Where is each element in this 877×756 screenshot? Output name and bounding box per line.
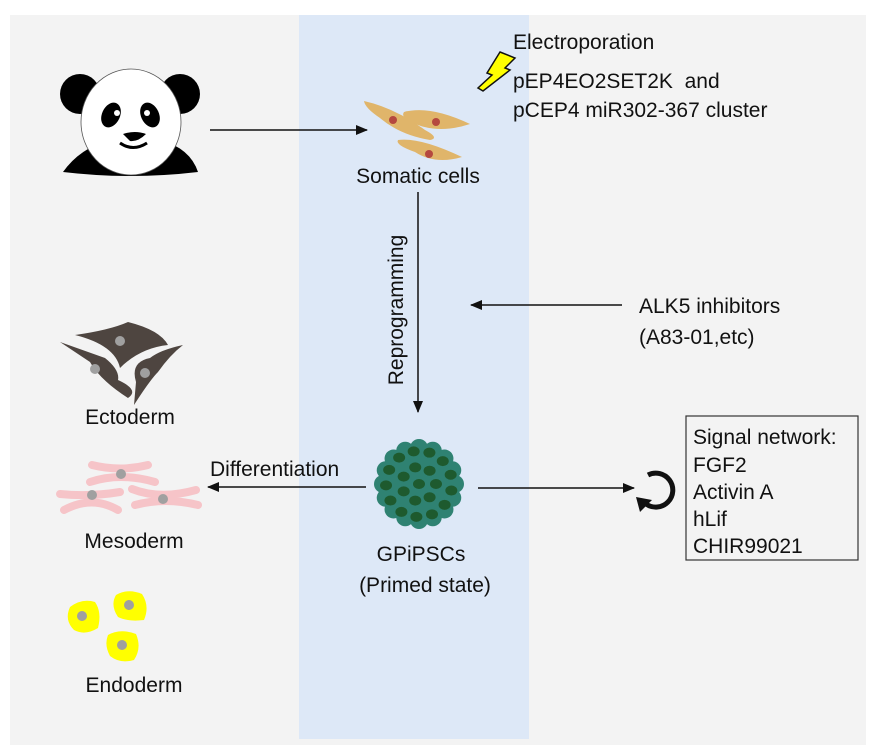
colony-nucleus bbox=[409, 462, 422, 473]
plasmid-line-2: pCEP4 miR302-367 cluster bbox=[513, 99, 767, 122]
colony-nucleus bbox=[407, 446, 420, 457]
ipsc-state-label: (Primed state) bbox=[359, 574, 491, 597]
ectoderm-cells-icon bbox=[60, 322, 183, 405]
colony-nucleus bbox=[436, 456, 449, 467]
differentiation-label: Differentiation bbox=[210, 458, 339, 481]
circular-arrow-icon bbox=[636, 470, 676, 512]
colony-nucleus bbox=[445, 485, 458, 496]
electroporation-title: Electroporation bbox=[513, 31, 654, 54]
endoderm-label: Endoderm bbox=[86, 674, 183, 697]
colony-nucleus bbox=[393, 452, 406, 463]
colony-nucleus bbox=[423, 447, 436, 458]
signal-item: Activin A bbox=[693, 481, 774, 504]
colony-nucleus bbox=[438, 499, 451, 510]
ipsc-label: GPiPSCs bbox=[377, 543, 466, 566]
ectoderm-label: Ectoderm bbox=[85, 406, 175, 429]
signal-network-title: Signal network: bbox=[693, 426, 837, 449]
lightning-bolt-icon bbox=[476, 51, 517, 92]
alk5-line-2: (A83-01,etc) bbox=[639, 326, 755, 349]
endoderm-cells-icon bbox=[67, 591, 147, 662]
alk5-line-1: ALK5 inhibitors bbox=[639, 295, 780, 318]
somatic-cells-icon bbox=[364, 101, 470, 161]
somatic-cells-label: Somatic cells bbox=[356, 165, 480, 188]
reprogramming-label: Reprogramming bbox=[385, 235, 408, 386]
panda-icon bbox=[60, 68, 200, 176]
plasmid-line-1: pEP4EO2SET2K and bbox=[513, 70, 720, 93]
ipsc-colony-icon bbox=[374, 439, 464, 529]
signal-item: FGF2 bbox=[693, 454, 747, 477]
colony-nucleus bbox=[384, 495, 397, 506]
colony-nucleus bbox=[397, 486, 410, 497]
colony-nucleus bbox=[397, 471, 410, 482]
signal-item: CHIR99021 bbox=[693, 535, 803, 558]
colony-nucleus bbox=[409, 495, 422, 506]
colony-nucleus bbox=[444, 469, 457, 480]
colony-nucleus bbox=[425, 509, 438, 520]
signal-item: hLif bbox=[693, 508, 727, 531]
colony-nucleus bbox=[383, 464, 396, 475]
colony-nucleus bbox=[423, 492, 436, 503]
signal-network-box bbox=[685, 415, 859, 561]
colony-nucleus bbox=[430, 479, 442, 489]
colony-nucleus bbox=[395, 506, 408, 517]
colony-nucleus bbox=[380, 480, 393, 491]
colony-nucleus bbox=[410, 511, 423, 522]
mesoderm-cells-icon bbox=[56, 461, 202, 514]
colony-nucleus bbox=[423, 465, 436, 476]
mesoderm-label: Mesoderm bbox=[84, 530, 183, 553]
colony-nucleus bbox=[413, 479, 425, 489]
